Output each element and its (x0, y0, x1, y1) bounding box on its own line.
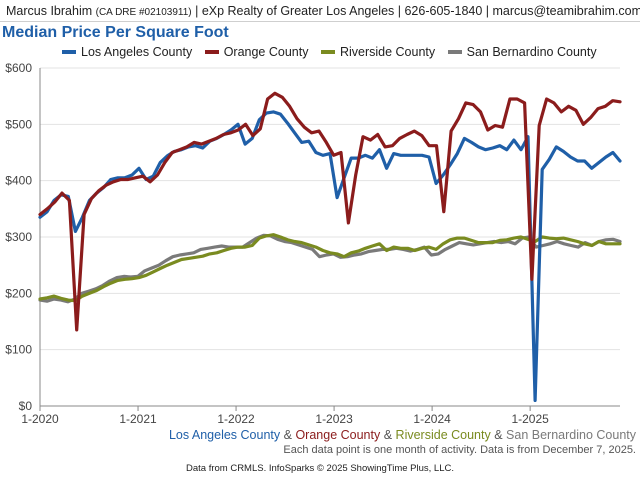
agent-contact: | eXp Realty of Greater Los Angeles | 62… (195, 4, 640, 18)
legend-item-sanbern: San Bernardino County (447, 45, 597, 59)
legend-item-la: Los Angeles County (62, 45, 192, 59)
caption-amp-2: & (383, 428, 393, 442)
x-tick-label: 1-2023 (315, 412, 353, 426)
x-tick-label: 1-2025 (511, 412, 549, 426)
caption-sanbern: San Bernardino County (506, 428, 636, 442)
data-source: Data from CRMLS. InfoSparks © 2025 Showi… (185, 463, 454, 474)
legend-item-riverside: Riverside County (320, 45, 436, 59)
caption-amp-3: & (494, 428, 503, 442)
agent-name: Marcus Ibrahim (6, 4, 93, 18)
caption-orange: Orange County (295, 428, 381, 442)
y-tick-label: $200 (5, 286, 32, 300)
y-tick-label: $400 (5, 174, 32, 188)
data-note: Each data point is one month of activity… (283, 444, 636, 456)
y-tick-label: $300 (5, 230, 32, 244)
x-tick-label: 1-2021 (119, 412, 157, 426)
legend-swatch-la (62, 49, 76, 54)
caption-riverside: Riverside County (395, 428, 491, 442)
legend-swatch-orange (204, 49, 219, 54)
series-line-riverside (38, 233, 622, 303)
legend-swatch-riverside (320, 49, 335, 54)
chart-legend: Los Angeles County Orange County Riversi… (62, 45, 606, 59)
x-tick-label: 1-2020 (21, 412, 59, 426)
legend-label-la: Los Angeles County (81, 45, 193, 59)
caption-la: Los Angeles County (168, 428, 281, 442)
legend-label-orange: Orange County (223, 45, 309, 59)
legend-label-sanbern: San Bernardino County (466, 45, 597, 59)
y-tick-label: $600 (5, 61, 32, 75)
y-tick-label: $0 (19, 399, 33, 413)
legend-item-orange: Orange County (204, 45, 309, 59)
header-bar: Marcus Ibrahim (CA DRE #02103911) | eXp … (0, 0, 640, 22)
chart-title: Median Price Per Square Foot (2, 24, 229, 41)
y-tick-label: $500 (5, 117, 32, 131)
x-tick-label: 1-2022 (217, 412, 255, 426)
series-line-la (38, 110, 622, 402)
license-number: (CA DRE #02103911) (95, 7, 192, 18)
caption-amp-1: & (283, 428, 292, 442)
x-tick-label: 1-2024 (413, 412, 451, 426)
legend-label-riverside: Riverside County (339, 45, 436, 59)
series-caption: Los Angeles County & Orange County & Riv… (169, 428, 636, 442)
y-tick-label: $100 (5, 343, 32, 357)
series-line-orange (38, 91, 622, 332)
legend-swatch-sanbern (447, 49, 462, 54)
